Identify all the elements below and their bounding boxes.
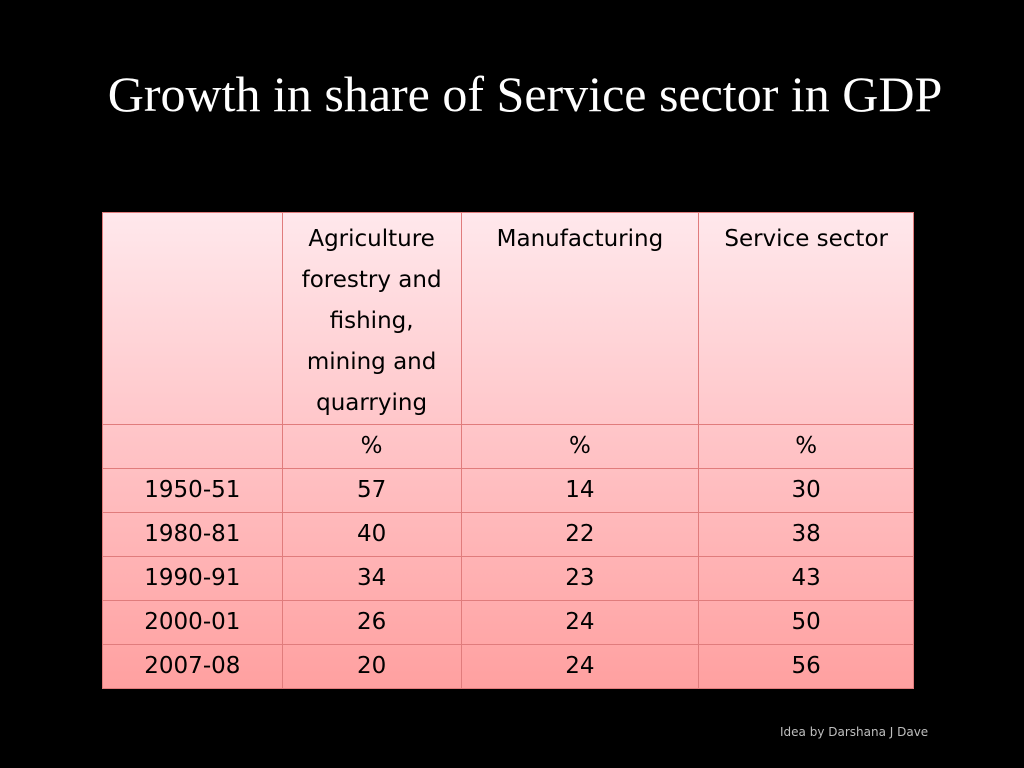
agriculture-cell: 20 [281,644,462,689]
manufacturing-cell: 14 [460,468,700,513]
agriculture-cell: 26 [281,600,462,645]
manufacturing-cell: 24 [460,600,700,645]
gdp-share-table: Agriculture forestry and fishing, mining… [102,212,914,689]
period-cell: 2000-01 [102,600,283,645]
table-header-row: Agriculture forestry and fishing, mining… [102,212,914,425]
service-cell: 56 [698,644,914,689]
unit-cell: % [281,424,462,469]
footer-credit: Idea by Darshana J Dave [780,725,929,739]
unit-cell: % [460,424,700,469]
header-line: forestry and [301,267,442,293]
header-cell-manufacturing: Manufacturing [460,212,700,425]
table-row: 2007-08 20 24 56 [102,644,914,689]
service-cell: 50 [698,600,914,645]
agriculture-cell: 57 [281,468,462,513]
header-line: quarrying [316,390,428,416]
unit-cell [102,424,283,469]
unit-cell: % [698,424,914,469]
service-cell: 43 [698,556,914,601]
table-unit-row: % % % [102,424,914,469]
header-line: fishing, [329,308,414,334]
agriculture-cell: 34 [281,556,462,601]
period-cell: 2007-08 [102,644,283,689]
service-cell: 38 [698,512,914,557]
table-row: 1980-81 40 22 38 [102,512,914,557]
period-cell: 1980-81 [102,512,283,557]
table-row: 1990-91 34 23 43 [102,556,914,601]
period-cell: 1950-51 [102,468,283,513]
header-cell-period [102,212,283,425]
header-cell-service-sector: Service sector [698,212,914,425]
header-line: mining and [306,349,437,375]
manufacturing-cell: 22 [460,512,700,557]
agriculture-cell: 40 [281,512,462,557]
period-cell: 1990-91 [102,556,283,601]
table-row: 2000-01 26 24 50 [102,600,914,645]
header-cell-agriculture: Agriculture forestry and fishing, mining… [281,212,462,425]
manufacturing-cell: 23 [460,556,700,601]
header-line: Agriculture [308,226,435,252]
slide-title: Growth in share of Service sector in GDP [107,66,943,122]
service-cell: 30 [698,468,914,513]
table-row: 1950-51 57 14 30 [102,468,914,513]
manufacturing-cell: 24 [460,644,700,689]
